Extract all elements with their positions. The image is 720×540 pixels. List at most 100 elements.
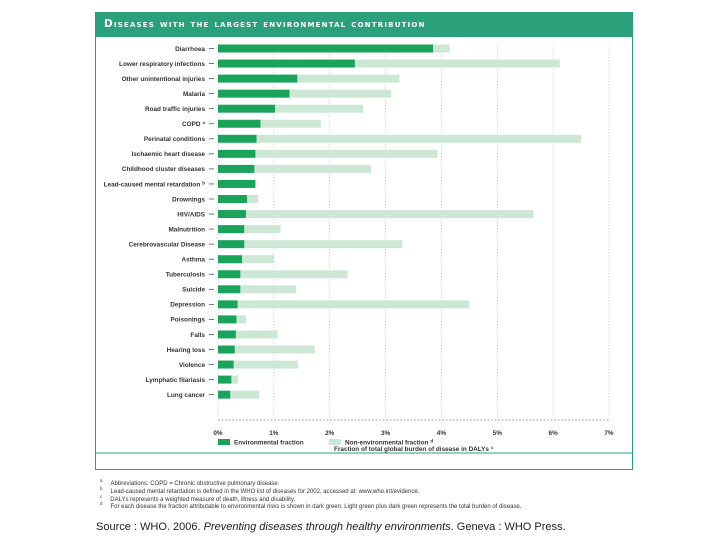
bar-environmental xyxy=(218,119,261,128)
bar-non-environmental xyxy=(242,255,274,264)
bar-non-environmental xyxy=(234,345,315,354)
category-label: Depression xyxy=(170,302,205,309)
footnote-text: For each disease the fraction attributab… xyxy=(110,504,522,511)
category-label: Lymphatic filariasis xyxy=(146,377,206,384)
x-tick-label: 1% xyxy=(269,430,279,437)
category-label: Lead-caused mental retardation b xyxy=(104,180,206,188)
bar-environmental xyxy=(218,255,243,264)
bar-non-environmental xyxy=(237,300,470,309)
bar-non-environmental xyxy=(260,119,321,128)
bar-chart: Diarrhoea Lower respiratory infections Oth… xyxy=(96,44,632,454)
bar-environmental xyxy=(218,360,234,369)
legend-swatch xyxy=(218,439,230,445)
category-label: Childhood cluster diseases xyxy=(122,166,206,173)
footnote-marker: d xyxy=(100,501,103,507)
bar-environmental xyxy=(218,195,248,203)
footnote: b Lead-caused mental retardation is defin… xyxy=(100,486,419,495)
bar-non-environmental xyxy=(297,74,400,83)
bar-environmental xyxy=(218,104,275,113)
category-label: Perinatal conditions xyxy=(144,136,206,143)
bar-environmental xyxy=(218,225,245,234)
bar-non-environmental xyxy=(244,240,403,249)
footnote-text: Abbreviations: COPD = Chronic obstructiv… xyxy=(110,481,280,487)
bar-environmental xyxy=(218,164,255,173)
legend-label: Environmental fraction xyxy=(234,440,304,447)
category-label: Violence xyxy=(179,362,206,369)
source-suffix: . Geneva : WHO Press. xyxy=(450,521,566,533)
category-label: Poisonings xyxy=(171,317,206,324)
source-citation: Source : WHO. 2006. Preventing diseases … xyxy=(96,521,566,533)
category-label: COPD a xyxy=(182,120,205,128)
source-prefix: Source : WHO. 2006. xyxy=(96,521,204,533)
x-tick-label: 5% xyxy=(493,430,503,437)
bar-environmental xyxy=(218,240,245,249)
bar-environmental xyxy=(218,375,232,384)
category-label: Other unintentional injuries xyxy=(122,76,206,83)
footnote-marker: c xyxy=(100,493,103,499)
bar-environmental xyxy=(218,390,231,399)
bar-environmental xyxy=(218,270,241,279)
bar-non-environmental xyxy=(247,195,259,203)
bar-environmental xyxy=(218,44,434,53)
bar-non-environmental xyxy=(289,89,392,98)
x-tick-label: 4% xyxy=(437,430,447,437)
bar-non-environmental xyxy=(230,390,260,399)
bar-environmental xyxy=(218,285,241,294)
x-tick-label: 0% xyxy=(213,430,223,437)
footnote-text: DALYs represents a weighted measure of d… xyxy=(110,496,296,503)
category-label: Drownings xyxy=(172,196,205,203)
bar-non-environmental xyxy=(244,225,281,234)
x-tick-label: 2% xyxy=(325,430,335,437)
bar-non-environmental xyxy=(231,375,239,384)
category-label: Asthma xyxy=(182,257,206,264)
bar-environmental xyxy=(218,345,235,354)
category-label: Malnutrition xyxy=(168,226,205,233)
category-label: Ischaemic heart disease xyxy=(131,151,205,158)
bar-environmental xyxy=(218,300,238,309)
x-tick-label: 6% xyxy=(549,430,559,437)
bar-non-environmental xyxy=(255,149,438,158)
figure-header: Diseases with the largest environmental … xyxy=(96,13,632,37)
bar-non-environmental xyxy=(235,330,278,339)
bar-non-environmental xyxy=(245,210,534,219)
bar-non-environmental xyxy=(240,270,348,279)
footnote-marker: a xyxy=(100,478,103,483)
bar-non-environmental xyxy=(433,44,450,53)
category-label: Cerebrovascular Disease xyxy=(129,241,206,248)
bar-environmental xyxy=(218,134,257,143)
bar-environmental xyxy=(218,179,256,188)
category-label: Hearing loss xyxy=(167,347,206,354)
legend-label: Non-environmental fraction d xyxy=(345,439,433,447)
bar-environmental xyxy=(218,210,246,219)
bar-non-environmental xyxy=(256,134,582,143)
figure-panel: Diseases with the largest environmental … xyxy=(95,12,633,510)
bar-environmental xyxy=(218,74,298,83)
bar-non-environmental xyxy=(354,59,560,68)
category-label: Falls xyxy=(190,332,205,339)
bar-non-environmental xyxy=(236,315,246,324)
category-label: HIV/AIDS xyxy=(177,211,205,218)
footnote-text: Lead-caused mental retardation is define… xyxy=(110,488,420,495)
footnote: d For each disease the fraction attributa… xyxy=(100,501,521,510)
source-title: Preventing diseases through healthy envi… xyxy=(203,521,451,533)
category-label: Diarrhoea xyxy=(175,46,205,53)
chart-title: Diseases with the largest environmental … xyxy=(104,18,426,30)
x-tick-label: 7% xyxy=(604,430,614,437)
footnote: a Abbreviations: COPD = Chronic obstructi… xyxy=(100,478,279,487)
x-axis-title: Fraction of total global burden of disea… xyxy=(334,445,494,453)
x-tick-label: 3% xyxy=(381,430,391,437)
legend-swatch xyxy=(329,439,341,445)
category-label: Tuberculosis xyxy=(166,272,206,279)
category-label: Road traffic injuries xyxy=(145,106,205,113)
footnote: c DALYs represents a weighted measure of … xyxy=(100,494,295,503)
category-label: Lower respiratory infections xyxy=(119,61,205,68)
bar-non-environmental xyxy=(240,285,297,294)
category-label: Lung cancer xyxy=(167,392,206,399)
bar-environmental xyxy=(218,59,355,68)
footnote-marker: b xyxy=(100,485,103,491)
bar-environmental xyxy=(218,330,236,339)
bar-non-environmental xyxy=(274,104,364,113)
bar-environmental xyxy=(218,89,290,98)
category-label: Suicide xyxy=(182,287,205,294)
bar-non-environmental xyxy=(233,360,298,369)
